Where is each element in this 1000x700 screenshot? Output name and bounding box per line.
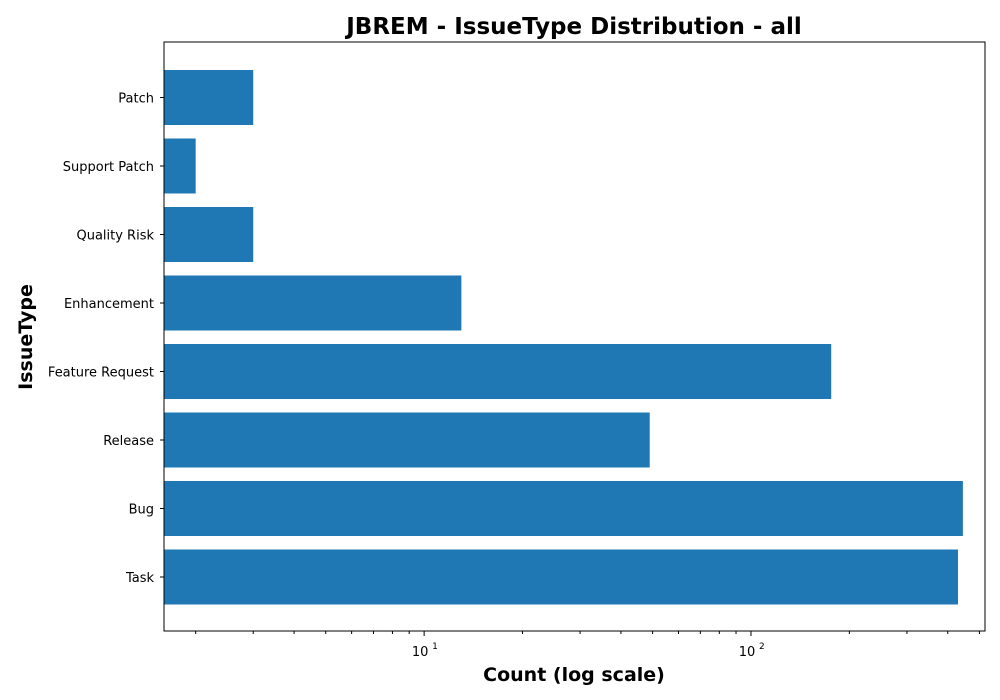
y-axis-ticks: Task Bug Release Feature Request Enhancement… — [48, 92, 164, 586]
y-tick-label: Support Patch — [63, 160, 154, 175]
bar-bug — [164, 481, 963, 536]
x-tick-label: 10 — [412, 645, 429, 660]
x-tick-label: 10 — [739, 645, 756, 660]
bar-feature-request — [164, 344, 832, 399]
x-axis-label: Count (log scale) — [483, 664, 665, 686]
bar-quality-risk — [164, 207, 254, 262]
bar-enhancement — [164, 275, 462, 331]
bar-patch — [164, 70, 254, 125]
x-axis-ticks: 10 1 10 2 — [195, 631, 980, 660]
x-tick-label-exponent: 1 — [432, 642, 438, 652]
bars-group — [164, 70, 963, 605]
bar-task — [164, 549, 959, 605]
y-tick-label: Patch — [118, 92, 154, 107]
x-tick-label-exponent: 2 — [759, 642, 765, 652]
y-tick-label: Task — [125, 571, 155, 586]
y-tick-label: Enhancement — [64, 297, 154, 312]
bar-release — [164, 412, 650, 468]
y-tick-label: Release — [103, 434, 154, 449]
bar-support-patch — [164, 138, 196, 194]
y-tick-label: Quality Risk — [76, 229, 154, 244]
chart-title: JBREM - IssueType Distribution - all — [344, 14, 802, 40]
plot-frame — [163, 41, 986, 632]
y-tick-label: Feature Request — [48, 366, 154, 381]
y-tick-label: Bug — [129, 503, 154, 518]
y-axis-label: IssueType — [15, 284, 37, 390]
